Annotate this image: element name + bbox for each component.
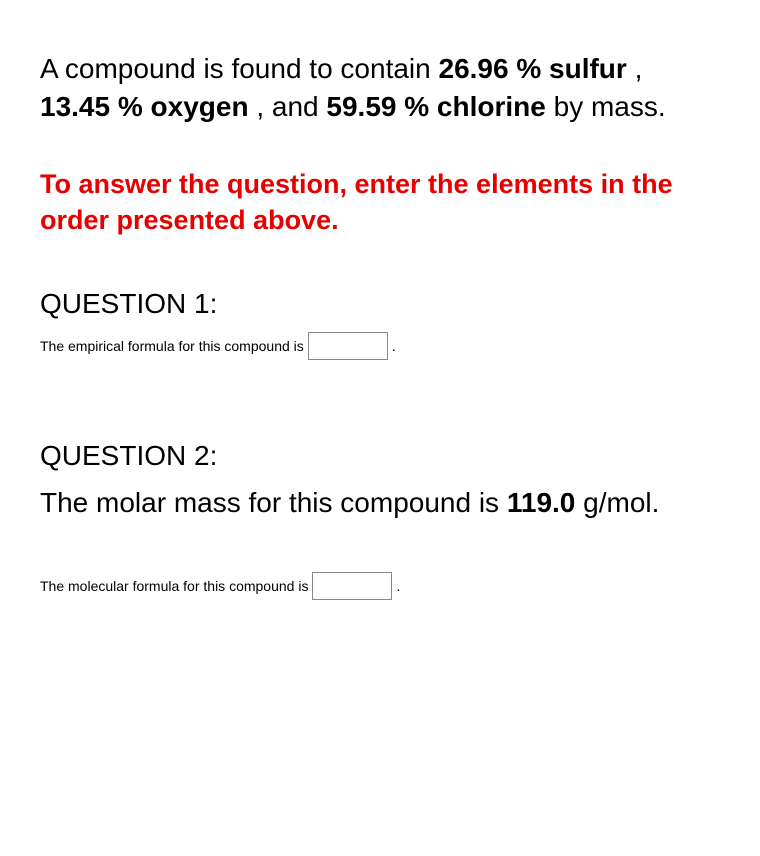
chlorine-percentage: 59.59 % chlorine (326, 91, 545, 122)
question2-prompt-line: The molecular formula for this compound … (40, 572, 720, 600)
molecular-formula-input[interactable] (312, 572, 392, 600)
question2-body-part1: The molar mass for this compound is (40, 487, 507, 518)
question1-heading: QUESTION 1: (40, 288, 720, 320)
question2-body-part2: g/mol. (575, 487, 659, 518)
sulfur-percentage: 26.96 % sulfur (439, 53, 627, 84)
intro-sep1: , (627, 53, 643, 84)
question2-heading: QUESTION 2: (40, 440, 720, 472)
intro-part2: by mass. (546, 91, 666, 122)
intro-paragraph: A compound is found to contain 26.96 % s… (40, 50, 720, 126)
question1-prompt-line: The empirical formula for this compound … (40, 332, 720, 360)
instruction-text: To answer the question, enter the elemen… (40, 166, 720, 239)
intro-sep2: , and (249, 91, 327, 122)
question2-prompt: The molecular formula for this compound … (40, 578, 308, 594)
molar-mass-value: 119.0 (507, 487, 576, 518)
empirical-formula-input[interactable] (308, 332, 388, 360)
question2-body: The molar mass for this compound is 119.… (40, 484, 720, 522)
question1-prompt: The empirical formula for this compound … (40, 338, 304, 354)
question2-period: . (396, 578, 400, 594)
oxygen-percentage: 13.45 % oxygen (40, 91, 249, 122)
question1-period: . (392, 338, 396, 354)
intro-part1: A compound is found to contain (40, 53, 439, 84)
